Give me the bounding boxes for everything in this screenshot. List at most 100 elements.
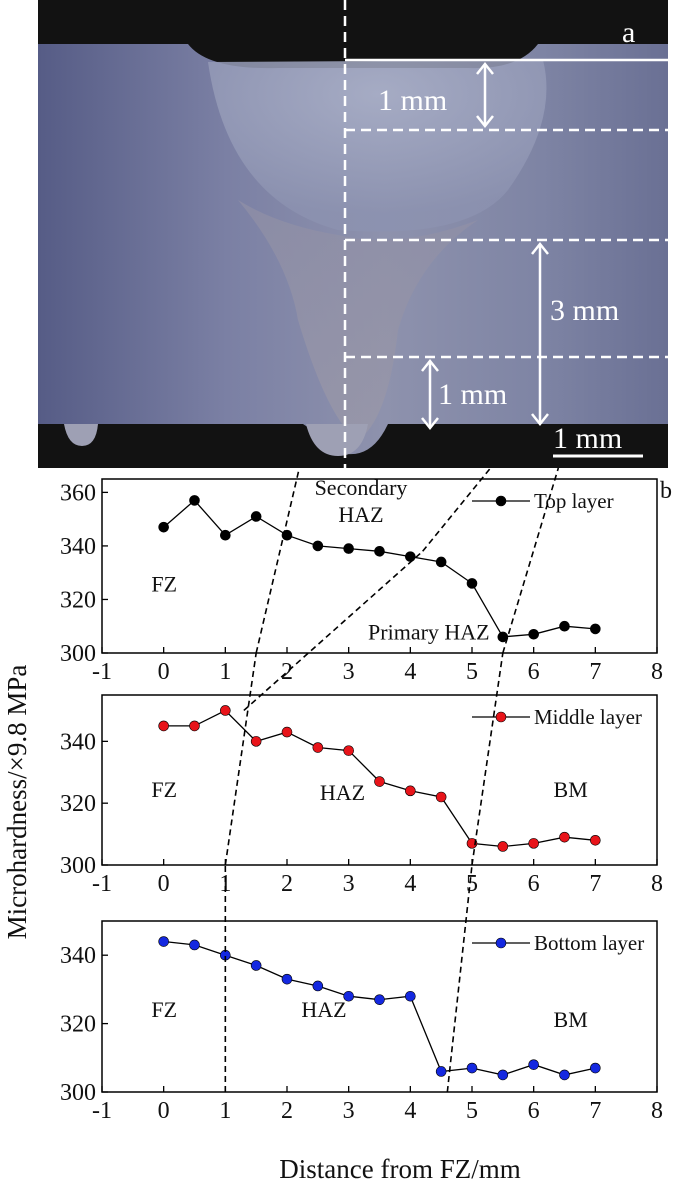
zone-annotation: FZ [151,777,177,802]
legend-label: Bottom layer [534,931,644,955]
boundary-dash [502,468,560,654]
x-tick-label: 1 [219,1098,231,1124]
x-tick-label: 3 [343,659,355,685]
plot-frame [101,478,658,654]
data-point [466,578,478,589]
zone-annotation: HAZ [301,997,346,1022]
data-point [189,720,200,732]
boundary-dash [224,652,257,866]
x-tick-label: 1 [219,871,231,897]
y-tick-label: 340 [60,534,96,560]
data-point [405,990,416,1002]
x-tick-label: -1 [92,871,112,897]
data-point [590,1062,601,1074]
y-tick-label: 340 [60,943,96,969]
x-tick-label: 8 [651,659,663,685]
scale-bar-label: 1 mm [553,422,622,455]
x-tick-label: 4 [404,659,416,685]
x-tick-label: 3 [343,1098,355,1124]
zone-annotation: BM [554,777,588,802]
data-point [250,511,262,522]
x-tick-label: -1 [92,659,112,685]
x-tick-label: 4 [404,1098,416,1124]
data-point [189,495,200,506]
data-point [466,838,478,849]
y-tick-label: 300 [60,1080,96,1106]
data-point [435,791,447,803]
data-point [528,1059,539,1070]
x-tick-label: 2 [281,1098,293,1124]
x-tick-label: 2 [281,871,293,897]
boundary-dash [446,864,473,1093]
data-point [497,1069,509,1081]
x-tick-label: 7 [589,871,601,897]
data-point [189,939,200,951]
microhardness-chart: b Microhardness/×9.8 MPa Distance from F… [2,468,672,1184]
zone-annotation: FZ [151,997,177,1022]
photo-panel-label: a [622,16,635,49]
x-tick-label: -1 [92,1098,112,1124]
data-point [497,631,509,643]
zone-annotation: Primary HAZ [368,620,490,645]
boundary-dash [255,468,301,654]
zone-annotation: HAZ [320,780,365,805]
panel-1: -1 0 1 2 3 4 5 6 7 8 300 320 340 360 Top layer [60,478,663,685]
data-point [528,628,539,640]
figure-panel-label: b [660,478,672,504]
x-tick-label: 5 [466,1098,478,1124]
y-tick-label: 360 [60,480,96,506]
zone-annotation: HAZ [338,502,383,527]
data-point [590,623,601,635]
data-point [374,776,385,787]
y-tick-label: 340 [60,729,96,755]
dim-label-right: 3 mm [550,294,619,327]
x-tick-label: 8 [651,1098,663,1124]
boundary-dash [422,468,492,552]
data-point [158,521,169,533]
data-point [312,540,324,552]
data-point [559,620,570,632]
legend-marker [495,495,507,507]
x-tick-label: 6 [528,659,540,685]
boundary-dash [471,652,504,866]
x-tick-label: 8 [651,871,663,897]
x-tick-label: 6 [528,1098,540,1124]
data-point [374,545,385,557]
data-point [158,720,169,732]
x-tick-label: 2 [281,659,293,685]
data-point [250,736,262,747]
x-tick-label: 0 [158,1098,170,1124]
data-point [497,841,509,852]
data-point [220,529,231,541]
y-tick-label: 320 [60,1012,96,1038]
data-point [220,705,231,716]
data-point [435,556,447,568]
legend-label: Top layer [534,489,614,513]
data-point [312,742,324,753]
data-point [158,936,169,947]
x-tick-label: 7 [589,659,601,685]
series-line [163,940,596,1076]
data-point [559,831,570,843]
data-point [343,990,354,1002]
data-point [374,994,385,1005]
y-tick-label: 320 [60,791,96,817]
data-point [466,1062,478,1074]
x-tick-label: 1 [219,659,231,685]
x-tick-label: 7 [589,1098,601,1124]
data-point [405,551,416,562]
data-point [559,1069,570,1081]
weld-macrograph: a 1 mm 3 mm 1 mm 1 mm [38,0,668,468]
legend-marker [495,711,507,723]
x-tick-label: 5 [466,659,478,685]
data-point [405,785,416,797]
data-point [281,973,293,985]
legend-label: Middle layer [534,705,642,729]
data-point [343,745,354,756]
y-tick-label: 300 [60,641,96,667]
y-tick-label: 300 [60,853,96,879]
data-point [435,1066,447,1077]
x-axis-label: Distance from FZ/mm [279,1154,520,1184]
y-tick-label: 320 [60,587,96,613]
